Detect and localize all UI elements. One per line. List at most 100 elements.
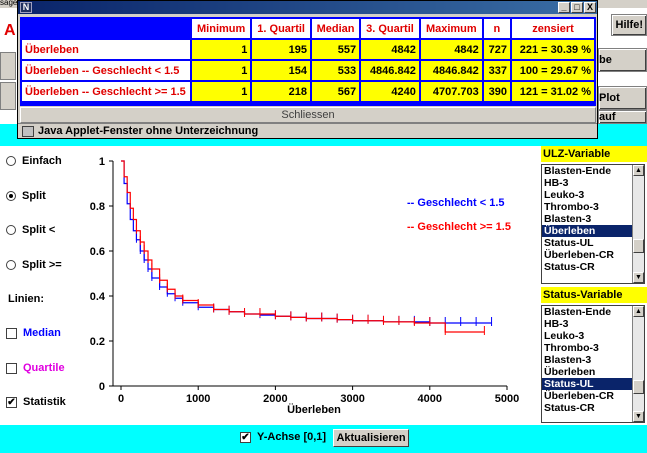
cell-n: 390: [483, 82, 510, 101]
cell-q1: 154: [252, 61, 310, 80]
series-line-1: [121, 160, 492, 324]
yaxis-checkbox-icon[interactable]: ✔: [240, 431, 251, 443]
series-line-2: [121, 160, 485, 333]
cell-minimum: 1: [192, 40, 251, 59]
y-tick-label: 0: [99, 381, 105, 393]
list-item[interactable]: Überleben: [542, 225, 644, 237]
linien-label: Linien:: [8, 293, 45, 305]
legend-entry: -- Geschlecht >= 1.5: [407, 221, 511, 233]
list-item[interactable]: Überleben-CR: [544, 390, 615, 402]
list-item[interactable]: Thrombo-3: [544, 201, 599, 213]
list-item[interactable]: Status-CR: [544, 261, 595, 273]
cell-censored: 100 = 29.67 %: [512, 61, 594, 80]
check-median[interactable]: Median: [6, 327, 61, 339]
option-split[interactable]: Split: [6, 190, 46, 202]
check-quartile[interactable]: Quartile: [6, 362, 65, 374]
applet-warning-bar: Java Applet-Fenster ohne Unterzeichnung: [18, 123, 597, 138]
update-button[interactable]: Aktualisieren: [333, 429, 409, 447]
list-item[interactable]: Status-UL: [544, 237, 594, 249]
list-item[interactable]: Blasten-Ende: [544, 306, 612, 318]
cell-median: 567: [311, 82, 360, 101]
list-item[interactable]: HB-3: [544, 177, 569, 189]
x-axis-label: Überleben: [287, 403, 341, 416]
list-item[interactable]: Blasten-3: [544, 213, 592, 225]
list-item[interactable]: Überleben-CR: [544, 249, 615, 261]
cell-maximum: 4707.703: [420, 82, 482, 101]
help-button[interactable]: Hilfe!: [611, 14, 647, 36]
list-item[interactable]: HB-3: [544, 318, 569, 330]
option-split-lt-label: Split <: [22, 224, 56, 236]
scroll-down-icon[interactable]: ▼: [633, 272, 644, 283]
list-item[interactable]: Überleben: [544, 366, 596, 378]
statistik-checkbox-icon[interactable]: ✔: [6, 396, 17, 408]
list-item[interactable]: Leuko-3: [544, 330, 585, 342]
background-row-handle-2: [0, 82, 16, 110]
quartile-checkbox-icon[interactable]: [6, 362, 17, 374]
ulz-scrollbar[interactable]: ▲ ▼: [632, 165, 644, 283]
list-item[interactable]: Status-CR: [544, 402, 595, 414]
x-tick-label: 4000: [418, 393, 442, 405]
list-item[interactable]: Leuko-3: [544, 189, 585, 201]
plot-button[interactable]: Plot: [598, 86, 647, 110]
cell-median: 557: [311, 40, 360, 59]
radio-einfach-icon[interactable]: [6, 156, 16, 167]
top-strip-text: sage: [0, 0, 18, 7]
scroll-thumb[interactable]: [633, 380, 644, 394]
scroll-up-icon[interactable]: ▲: [633, 306, 644, 317]
cell-n: 337: [483, 61, 510, 80]
y-tick-label: 0.8: [90, 201, 105, 213]
popup-titlebar[interactable]: N _ □ X: [18, 1, 597, 14]
close-popup-button[interactable]: Schliessen: [20, 107, 596, 123]
window-warning-icon: [22, 126, 34, 137]
cell-n: 727: [483, 40, 510, 59]
check-statistik-label: Statistik: [23, 396, 66, 408]
ulz-variable-list[interactable]: Blasten-Ende HB-3 Leuko-3 Thrombo-3 Blasten-…: [541, 164, 645, 284]
scroll-up-icon[interactable]: ▲: [633, 165, 644, 176]
list-item[interactable]: Blasten-3: [544, 354, 592, 366]
header-minimum: Minimum: [192, 19, 251, 38]
background-button-3[interactable]: auf: [598, 110, 647, 124]
chart-series: [121, 160, 493, 335]
chart-axes: 0 1000 2000 3000 4000 5000 0 0.2 0.4 0.6 0.8 1 Überl…: [90, 156, 520, 416]
median-checkbox-icon[interactable]: [6, 327, 17, 339]
row-label: Überleben -- Geschlecht >= 1.5: [22, 82, 190, 101]
status-scrollbar[interactable]: ▲ ▼: [632, 306, 644, 422]
check-quartile-label: Quartile: [23, 362, 65, 374]
applet-title-fragment: A: [4, 22, 16, 39]
option-split-lt[interactable]: Split <: [6, 224, 55, 236]
maximize-icon[interactable]: □: [571, 2, 583, 13]
list-item[interactable]: Thrombo-3: [544, 342, 599, 354]
minimize-icon[interactable]: _: [558, 2, 570, 13]
cell-q1: 195: [252, 40, 310, 59]
status-list-header: Status-Variable: [541, 287, 647, 303]
cell-minimum: 1: [192, 82, 251, 101]
x-tick-label: 0: [118, 393, 124, 405]
x-tick-label: 3000: [340, 393, 364, 405]
ulz-list-header: ULZ-Variable: [541, 146, 647, 162]
y-tick-label: 1: [99, 156, 105, 168]
list-item[interactable]: Status-UL: [542, 378, 644, 390]
cell-q3: 4240: [361, 82, 419, 101]
scroll-thumb[interactable]: [633, 239, 644, 253]
radio-split-icon[interactable]: [6, 191, 16, 202]
radio-split-ge-icon[interactable]: [6, 260, 16, 271]
list-item[interactable]: Blasten-Ende: [544, 165, 612, 177]
option-split-label: Split: [22, 190, 46, 202]
scroll-down-icon[interactable]: ▼: [633, 411, 644, 422]
header-q1: 1. Quartil: [252, 19, 310, 38]
option-split-ge[interactable]: Split >=: [6, 259, 62, 271]
radio-split-lt-icon[interactable]: [6, 225, 16, 236]
option-einfach[interactable]: Einfach: [6, 155, 62, 167]
header-median: Median: [311, 19, 360, 38]
background-button-1[interactable]: be: [598, 48, 647, 72]
cell-median: 533: [311, 61, 360, 80]
close-icon[interactable]: X: [584, 2, 596, 13]
check-statistik[interactable]: ✔ Statistik: [6, 396, 66, 408]
cell-maximum: 4846.842: [420, 61, 482, 80]
status-variable-list[interactable]: Blasten-Ende HB-3 Leuko-3 Thrombo-3 Blasten-…: [541, 305, 645, 423]
statistics-table: Minimum 1. Quartil Median 3. Quartil Max…: [20, 17, 596, 103]
table-row: Überleben -- Geschlecht >= 1.5 1 218 567…: [22, 82, 594, 101]
cell-q1: 218: [252, 82, 310, 101]
cell-maximum: 4842: [420, 40, 482, 59]
yaxis-toggle[interactable]: ✔ Y-Achse [0,1]: [240, 431, 326, 443]
